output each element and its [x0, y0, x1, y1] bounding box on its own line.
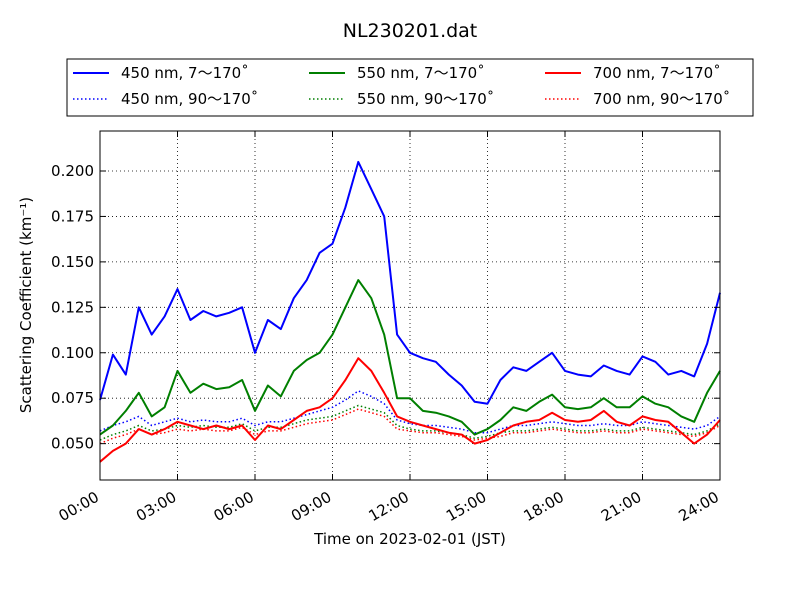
chart-title: NL230201.dat	[343, 20, 478, 42]
y-tick-label: 0.075	[51, 389, 94, 407]
y-axis-label: Scattering Coefficient (km⁻¹)	[17, 197, 35, 413]
series-line-550-nm-90-170-	[99, 404, 721, 441]
y-tick-label: 0.100	[51, 344, 94, 362]
legend-label: 450 nm, 90～170˚	[121, 90, 258, 108]
grid	[100, 131, 720, 480]
legend-label: 700 nm, 90～170˚	[593, 90, 730, 108]
y-tick-label: 0.200	[51, 162, 94, 180]
series-line-700-nm-90-170-	[99, 408, 721, 445]
legend-label: 700 nm, 7～170˚	[593, 64, 721, 82]
legend: 450 nm, 7～170˚ 550 nm, 7～170˚ 700 nm, 7～17…	[66, 58, 754, 117]
ticks	[99, 131, 721, 480]
series-line-450-nm-7-170-	[99, 160, 721, 405]
y-tick-label: 0.125	[51, 298, 94, 316]
y-tick-label: 0.150	[51, 253, 94, 271]
y-tick-label: 0.050	[51, 435, 94, 453]
legend-label: 550 nm, 90～170˚	[357, 90, 494, 108]
legend-label: 550 nm, 7～170˚	[357, 64, 485, 82]
x-axis-label: Time on 2023-02-01 (JST)	[313, 530, 506, 548]
series-line-700-nm-7-170-	[99, 357, 721, 463]
series-line-550-nm-7-170-	[99, 279, 721, 436]
legend-frame	[66, 58, 754, 117]
legend-label: 450 nm, 7～170˚	[121, 64, 249, 82]
tick-labels: 00:00 03:00 06:00 09:00 12:00 15:00 18:00 21:00…	[51, 162, 722, 525]
y-tick-label: 0.175	[51, 207, 94, 225]
series-layer	[99, 160, 721, 463]
